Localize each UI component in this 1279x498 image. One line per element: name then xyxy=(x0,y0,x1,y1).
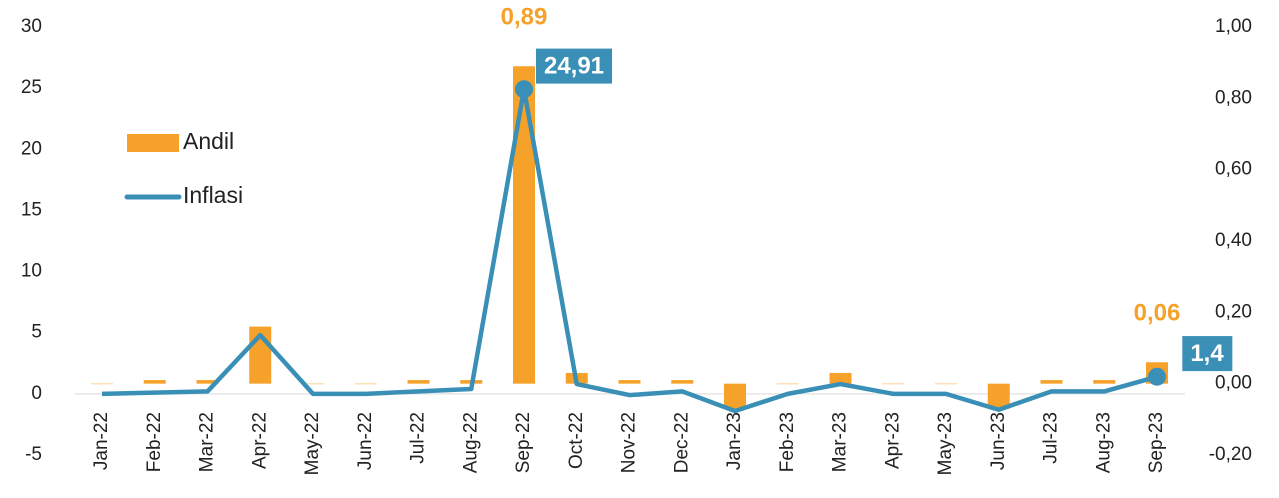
x-tick-label: Jul-23 xyxy=(1041,412,1062,464)
data-label: 24,91 xyxy=(544,53,604,80)
y-tick-label: 10 xyxy=(21,261,42,282)
y-tick-label: 5 xyxy=(31,322,42,343)
x-tick-label: Jul-22 xyxy=(408,412,429,464)
data-label-box xyxy=(1182,336,1233,372)
x-tick-label: May-22 xyxy=(302,412,323,475)
legend-label: Andil xyxy=(183,128,234,154)
data-label: 0,89 xyxy=(501,4,548,31)
point xyxy=(1148,367,1166,386)
bar xyxy=(935,383,957,385)
x-tick-label: Jan-22 xyxy=(91,412,112,470)
bar xyxy=(724,383,746,409)
y2-tick-label: 1,00 xyxy=(1215,16,1252,37)
y2-tick-label: 0,80 xyxy=(1215,87,1252,108)
bar xyxy=(987,383,1010,409)
x-tick-label: May-23 xyxy=(935,412,956,475)
x-tick-label: Oct-22 xyxy=(566,412,587,469)
bar xyxy=(1093,380,1116,384)
point xyxy=(515,80,533,99)
data-label: 0,06 xyxy=(1134,300,1181,327)
bar xyxy=(302,383,324,385)
x-tick-label: Aug-23 xyxy=(1093,412,1114,473)
y2-tick-label: 0,20 xyxy=(1215,301,1252,322)
x-tick-label: Feb-22 xyxy=(144,412,165,472)
x-tick-label: Dec-22 xyxy=(671,412,692,473)
bar xyxy=(618,380,641,384)
bar xyxy=(354,383,377,385)
x-tick-label: Mar-23 xyxy=(830,412,851,472)
y-tick-label: 30 xyxy=(21,16,42,37)
bar xyxy=(513,66,535,384)
bar xyxy=(407,380,430,384)
x-tick-label: Nov-22 xyxy=(619,412,640,473)
data-label-box xyxy=(535,48,613,84)
y2-tick-label: 0,00 xyxy=(1215,373,1252,394)
bar xyxy=(882,383,905,385)
y-tick-label: 20 xyxy=(21,138,42,159)
data-label: 1,4 xyxy=(1190,340,1224,367)
x-tick-label: Apr-22 xyxy=(249,412,270,469)
bar xyxy=(671,380,694,384)
bar xyxy=(829,372,852,384)
bar xyxy=(1040,380,1063,384)
x-tick-label: Jun-23 xyxy=(988,412,1009,470)
x-tick-label: Sep-22 xyxy=(513,412,534,473)
y2-tick-label: 0,60 xyxy=(1215,159,1252,180)
x-tick-label: Aug-22 xyxy=(460,412,481,473)
bar xyxy=(196,380,219,384)
y2-tick-label: 0,40 xyxy=(1215,230,1252,251)
legend-label: Inflasi xyxy=(183,182,243,208)
bar xyxy=(143,380,166,384)
x-tick-label: Sep-23 xyxy=(1146,412,1167,473)
legend-swatch xyxy=(127,134,179,152)
y-tick-label: 25 xyxy=(21,77,42,98)
y-tick-label: -5 xyxy=(25,444,42,465)
line xyxy=(101,86,1158,414)
x-tick-label: Jun-22 xyxy=(355,412,376,470)
x-tick-label: Apr-23 xyxy=(882,412,903,469)
x-tick-label: Mar-22 xyxy=(197,412,218,472)
y-tick-label: 15 xyxy=(21,199,42,220)
bar xyxy=(776,383,799,385)
x-tick-label: Feb-23 xyxy=(777,412,798,472)
y-tick-label: 0 xyxy=(31,383,42,404)
bar xyxy=(91,383,113,385)
x-tick-label: Jan-23 xyxy=(724,412,745,470)
y2-tick-label: -0,20 xyxy=(1209,444,1252,465)
